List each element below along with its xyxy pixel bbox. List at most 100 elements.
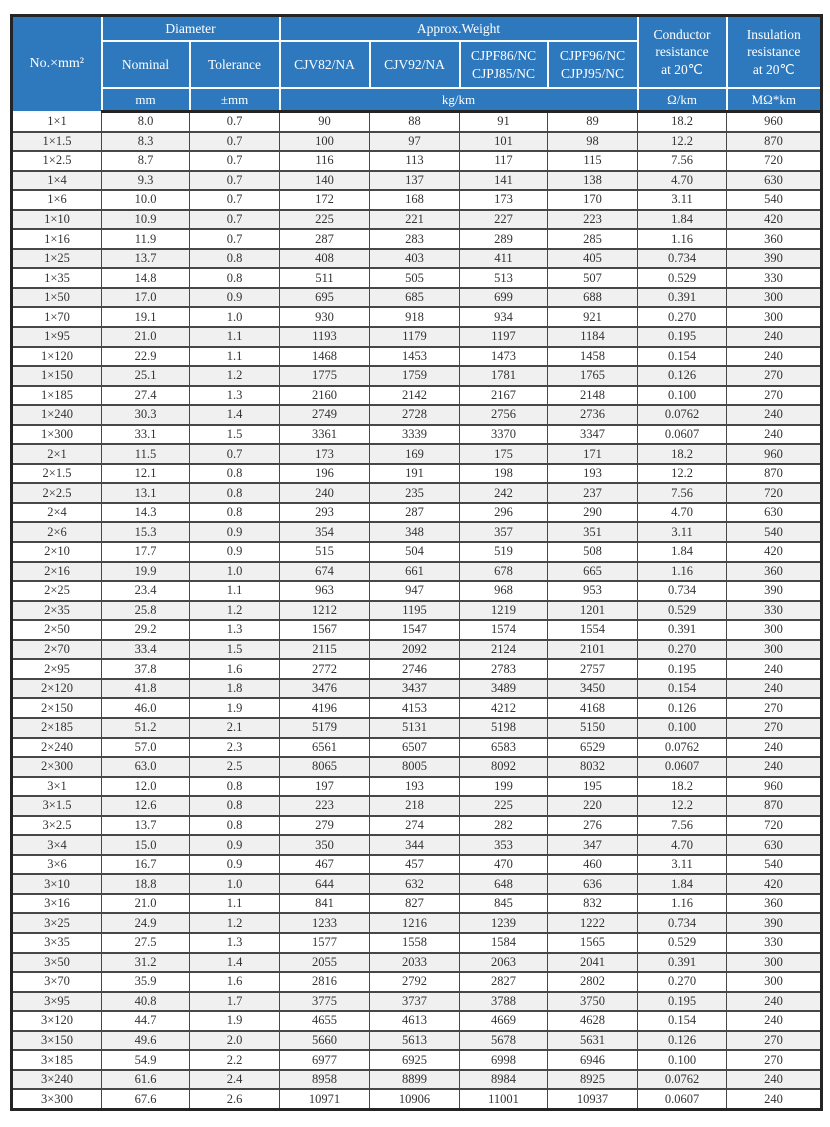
table-cell: 2×50 (11, 619, 102, 641)
table-cell: 1239 (459, 912, 549, 934)
table-cell: 0.154 (637, 677, 728, 700)
table-cell: 240 (726, 736, 823, 759)
table-cell: 5678 (459, 1029, 549, 1052)
table-cell: 0.529 (637, 267, 728, 289)
table-cell: 15.3 (101, 521, 190, 544)
table-cell: 1.1 (188, 892, 281, 915)
table-cell: 0.100 (637, 1049, 728, 1071)
table-cell: 2.0 (188, 1029, 281, 1052)
table-cell: 1×16 (11, 228, 102, 250)
table-cell: 7.56 (637, 150, 728, 172)
table-cell: 390 (726, 580, 823, 602)
table-row: 1×120 22.9 1.1 1468 1453 1473 1458 0.154 240 (11, 345, 823, 368)
table-cell: 270 (726, 1029, 823, 1052)
table-cell: 218 (369, 795, 461, 817)
table-cell: 11.9 (101, 228, 190, 250)
table-cell: 223 (279, 795, 371, 817)
table-cell: 1.0 (188, 560, 281, 583)
table-cell: 300 (726, 306, 823, 328)
table-cell: 644 (279, 873, 371, 895)
table-row: 3×1.5 12.6 0.8 223 218 225 220 12.2 870 (11, 795, 823, 817)
header-cjpf96-cjpj95: CJPF96/NC CJPJ95/NC (546, 40, 639, 89)
table-cell: 101 (459, 130, 549, 153)
table-cell: 0.0607 (637, 1088, 728, 1111)
table-cell: 2.5 (188, 756, 281, 778)
table-cell: 2.3 (188, 736, 281, 759)
table-cell: 300 (726, 619, 823, 641)
table-cell: 960 (726, 775, 823, 798)
header-no-mm2: No.×mm² (10, 14, 103, 113)
table-cell: 6925 (369, 1049, 461, 1071)
table-cell: 832 (547, 892, 639, 915)
table-cell: 171 (547, 443, 639, 465)
table-cell: 0.734 (637, 580, 728, 602)
table-cell: 11.5 (101, 443, 190, 465)
table-cell: 3×2.5 (11, 814, 102, 837)
table-cell: 5631 (547, 1029, 639, 1052)
table-cell: 23.4 (101, 580, 190, 602)
table-cell: 3×1.5 (11, 795, 102, 817)
table-cell: 678 (459, 560, 549, 583)
table-cell: 1219 (459, 599, 549, 622)
table-cell: 140 (279, 169, 371, 192)
table-row: 3×185 54.9 2.2 6977 6925 6998 6946 0.100 270 (11, 1049, 823, 1071)
table-row: 1×10 10.9 0.7 225 221 227 223 1.84 420 (11, 208, 823, 231)
table-cell: 18.2 (637, 110, 728, 133)
table-cell: 5150 (547, 716, 639, 739)
table-cell: 221 (369, 208, 461, 231)
table-cell: 2×6 (11, 521, 102, 544)
table-cell: 1781 (459, 365, 549, 387)
table-cell: 10937 (547, 1088, 639, 1111)
table-cell: 16.7 (101, 853, 190, 876)
table-cell: 2.2 (188, 1049, 281, 1071)
table-cell: 7.56 (637, 482, 728, 504)
table-row: 1×70 19.1 1.0 930 918 934 921 0.270 300 (11, 306, 823, 328)
table-cell: 0.9 (188, 541, 281, 563)
table-cell: 240 (726, 345, 823, 368)
table-row: 2×1 11.5 0.7 173 169 175 171 18.2 960 (11, 443, 823, 465)
table-cell: 0.8 (188, 814, 281, 837)
table-row: 1×150 25.1 1.2 1775 1759 1781 1765 0.126 270 (11, 365, 823, 387)
table-cell: 1759 (369, 365, 461, 387)
table-cell: 1×6 (11, 189, 102, 211)
header-conductor-resistance: Conductor resistance at 20℃ (636, 14, 728, 89)
table-cell: 4.70 (637, 501, 728, 524)
table-cell: 0.9 (188, 286, 281, 309)
table-cell: 2×185 (11, 716, 102, 739)
table-cell: 3×50 (11, 951, 102, 974)
table-cell: 7.56 (637, 814, 728, 837)
table-cell: 1.2 (188, 365, 281, 387)
table-cell: 276 (547, 814, 639, 837)
table-cell: 3437 (369, 677, 461, 700)
unit-tolerance-mm: ±mm (188, 87, 281, 113)
table-cell: 240 (726, 677, 823, 700)
table-cell: 191 (369, 462, 461, 485)
table-cell: 3476 (279, 677, 371, 700)
table-cell: 0.7 (188, 443, 281, 465)
table-cell: 1179 (369, 326, 461, 348)
table-cell: 100 (279, 130, 371, 153)
table-cell: 0.100 (637, 384, 728, 407)
table-cell: 1574 (459, 619, 549, 641)
table-row: 3×70 35.9 1.6 2816 2792 2827 2802 0.270 300 (11, 971, 823, 993)
unit-ohm-km: Ω/km (636, 87, 728, 113)
table-cell: 300 (726, 971, 823, 993)
table-cell: 3339 (369, 423, 461, 446)
table-cell: 0.529 (637, 931, 728, 954)
table-cell: 2756 (459, 404, 549, 426)
unit-mm: mm (100, 87, 191, 113)
table-cell: 6529 (547, 736, 639, 759)
table-cell: 1×1.5 (11, 130, 102, 153)
table-cell: 289 (459, 228, 549, 250)
table-cell: 2148 (547, 384, 639, 407)
table-cell: 1.0 (188, 873, 281, 895)
table-row: 2×35 25.8 1.2 1212 1195 1219 1201 0.529 330 (11, 599, 823, 622)
table-cell: 3×185 (11, 1049, 102, 1071)
table-cell: 1.2 (188, 912, 281, 934)
table-cell: 237 (547, 482, 639, 504)
table-row: 1×2.5 8.7 0.7 116 113 117 115 7.56 720 (11, 150, 823, 172)
table-row: 2×6 15.3 0.9 354 348 357 351 3.11 540 (11, 521, 823, 544)
table-cell: 947 (369, 580, 461, 602)
table-cell: 918 (369, 306, 461, 328)
table-cell: 1.4 (188, 404, 281, 426)
